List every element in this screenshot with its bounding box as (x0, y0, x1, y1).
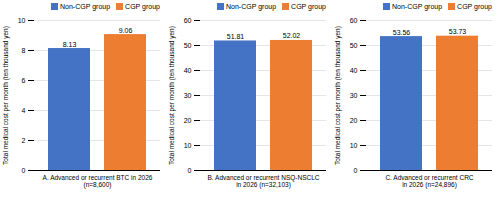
svg-text:20: 20 (350, 117, 358, 124)
svg-text:30: 30 (184, 92, 192, 99)
svg-text:60: 60 (184, 17, 192, 24)
svg-text:50: 50 (350, 42, 358, 49)
svg-text:C. Advanced or recurrent CRCin: C. Advanced or recurrent CRCin 2026 (n=2… (385, 174, 473, 189)
svg-text:52.02: 52.02 (283, 32, 301, 39)
html-text:CGP group: CGP group (291, 2, 326, 10)
svg-text:10: 10 (350, 142, 358, 149)
svg-text:20: 20 (184, 117, 192, 124)
html-text:Non-CGP group: Non-CGP group (60, 2, 111, 10)
svg-text:Total medical cost per month (: Total medical cost per month (ten thousa… (334, 26, 342, 165)
svg-text:Total medical cost per month (: Total medical cost per month (ten thousa… (2, 26, 10, 165)
svg-text:53.56: 53.56 (393, 29, 411, 36)
svg-text:40: 40 (184, 67, 192, 74)
svg-text:50: 50 (184, 42, 192, 49)
svg-text:0: 0 (22, 167, 26, 174)
svg-text:60: 60 (350, 17, 358, 24)
html-text:Non-CGP group: Non-CGP group (226, 2, 277, 10)
svg-text:0: 0 (188, 167, 192, 174)
svg-text:2: 2 (22, 137, 26, 144)
html-text:Non-CGP group: Non-CGP group (392, 2, 443, 10)
html-text:CGP group: CGP group (125, 2, 160, 10)
svg-text:51.81: 51.81 (227, 33, 245, 40)
svg-text:53.73: 53.73 (449, 28, 467, 35)
svg-text:0: 0 (354, 167, 358, 174)
svg-text:30: 30 (350, 92, 358, 99)
svg-text:8: 8 (22, 47, 26, 54)
svg-text:10: 10 (184, 142, 192, 149)
svg-text:B. Advanced or recurrent NSQ-N: B. Advanced or recurrent NSQ-NSCLCin 202… (208, 174, 320, 189)
svg-text:8.13: 8.13 (63, 41, 77, 48)
svg-text:10: 10 (18, 17, 26, 24)
svg-text:9.06: 9.06 (119, 27, 133, 34)
svg-text:4: 4 (22, 107, 26, 114)
html-text:CGP group: CGP group (457, 2, 492, 10)
svg-text:A. Advanced or recurrent BTC i: A. Advanced or recurrent BTC in 2026(n=8… (43, 174, 153, 189)
svg-text:Total medical cost per month (: Total medical cost per month (ten thousa… (168, 26, 176, 165)
svg-text:6: 6 (22, 77, 26, 84)
svg-text:40: 40 (350, 67, 358, 74)
